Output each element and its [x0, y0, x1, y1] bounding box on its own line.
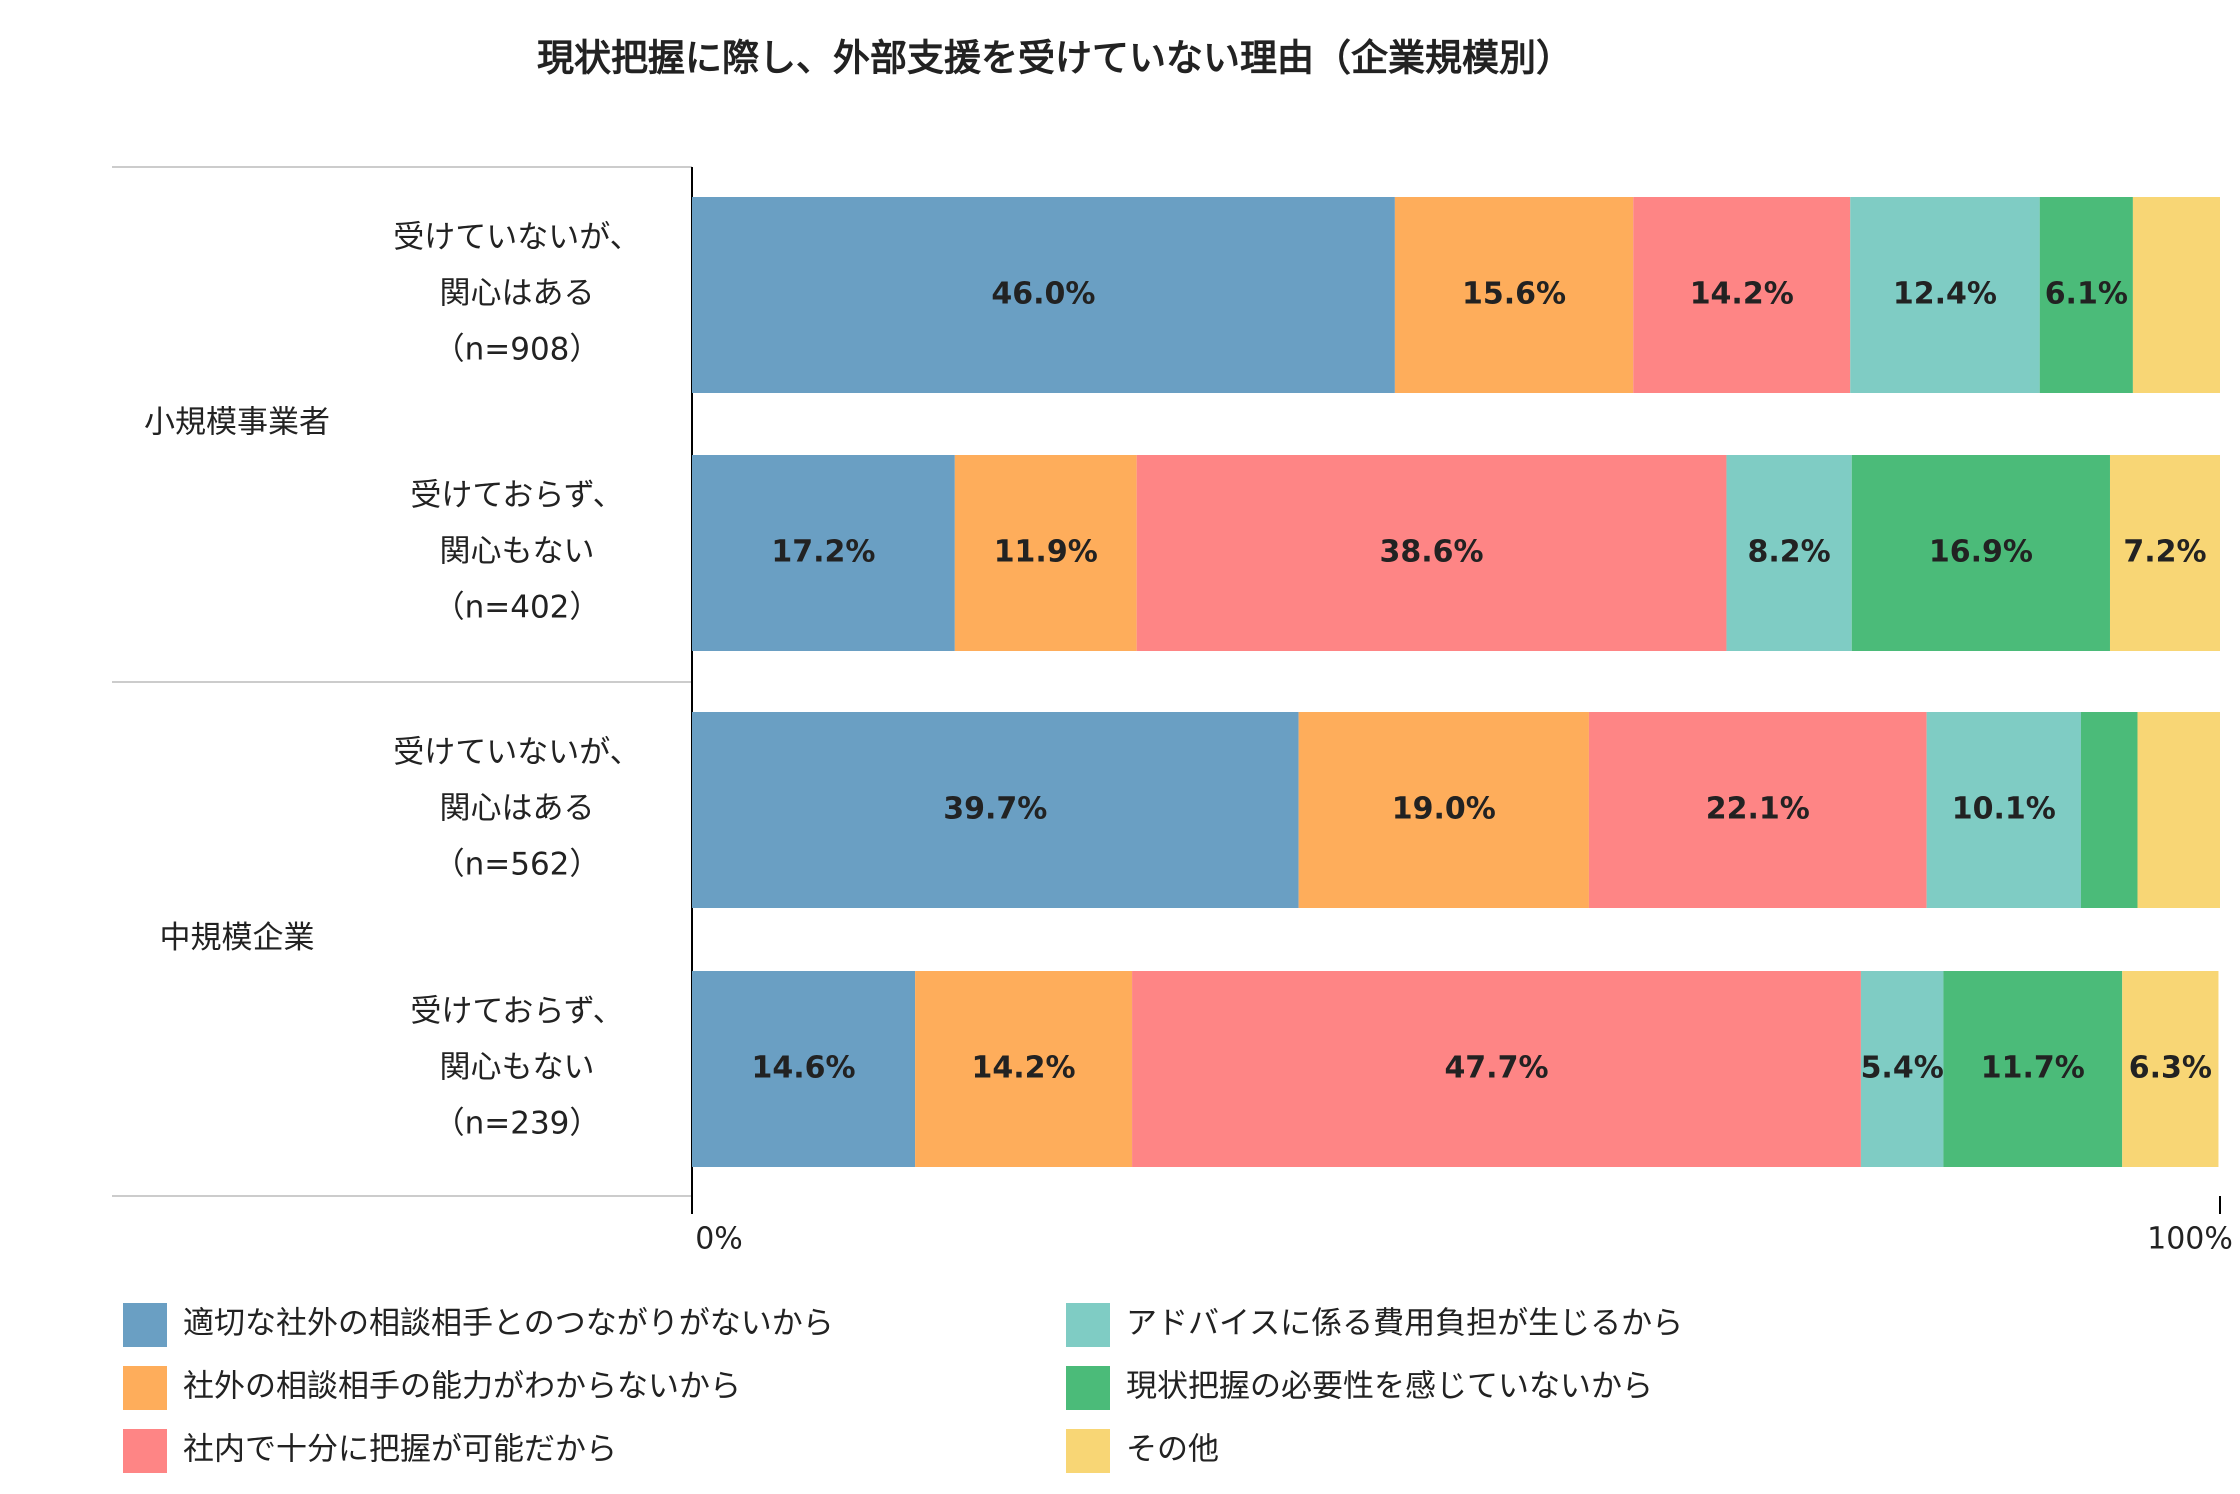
data-label: 14.2% [972, 1051, 1076, 1086]
legend-swatch [1066, 1429, 1110, 1473]
data-label: 10.1% [1952, 792, 2056, 827]
data-label: 47.7% [1444, 1051, 1548, 1086]
legend-swatch [123, 1303, 167, 1347]
data-label: 5.4% [1861, 1051, 1944, 1086]
data-label: 14.2% [1690, 277, 1794, 312]
bar-segment [1394, 197, 1634, 393]
category-label: （n=239） [434, 1106, 601, 1142]
bar-segment [2039, 197, 2133, 393]
legend-swatch [1066, 1303, 1110, 1347]
category-label: （n=402） [434, 590, 601, 626]
bar-segment [1860, 971, 1944, 1167]
data-label: 8.2% [1748, 535, 1831, 570]
x-tick-label: 0% [695, 1222, 743, 1257]
x-tick-label: 100% [2147, 1222, 2233, 1257]
bar-segment [2122, 971, 2219, 1167]
data-label: 6.1% [2045, 277, 2128, 312]
category-label: （n=908） [434, 332, 601, 368]
legend-swatch [123, 1429, 167, 1473]
chart-title: 現状把握に際し、外部支援を受けていない理由（企業規模別） [537, 37, 1573, 80]
bar-segment [1588, 712, 1927, 908]
data-label: 12.4% [1893, 277, 1997, 312]
category-label: （n=562） [434, 847, 601, 883]
bar-segment [2109, 455, 2220, 651]
bar-segment [1132, 971, 1861, 1167]
bar-segment [1850, 197, 2040, 393]
bar-segment [1851, 455, 2110, 651]
bar-segment [1298, 712, 1589, 908]
data-label: 7.2% [2123, 535, 2206, 570]
category-label: 受けておらず、 [410, 994, 623, 1030]
bar-segment [954, 455, 1137, 651]
data-label: 14.6% [752, 1051, 856, 1086]
category-label: 受けておらず、 [410, 478, 623, 514]
data-label: 38.6% [1380, 535, 1484, 570]
data-label: 11.9% [994, 535, 1098, 570]
legend-label: その他 [1126, 1432, 1219, 1468]
bar-segment [692, 971, 916, 1167]
group-label: 中規模企業 [160, 920, 315, 956]
bar-segment [2132, 197, 2220, 393]
data-label: 22.1% [1706, 792, 1810, 827]
data-label: 11.7% [1981, 1051, 2085, 1086]
category-label: 受けていないが、 [393, 220, 640, 256]
bar-segment [2137, 712, 2220, 908]
legend-swatch [1066, 1366, 1110, 1410]
category-label: 関心はある [440, 791, 595, 827]
category-label: 受けていないが、 [393, 735, 640, 771]
bar-segment [692, 455, 955, 651]
data-label: 6.3% [2129, 1051, 2212, 1086]
bar-segment [1136, 455, 1727, 651]
bar-segment [692, 712, 1299, 908]
legend-label: 現状把握の必要性を感じていないから [1126, 1369, 1653, 1405]
data-label: 15.6% [1462, 277, 1566, 312]
legend-swatch [123, 1366, 167, 1410]
category-label: 関心はある [440, 276, 595, 312]
category-label: 関心もない [440, 534, 595, 570]
legend-label: 社内で十分に把握が可能だから [183, 1432, 617, 1468]
legend-label: アドバイスに係る費用負担が生じるから [1126, 1306, 1683, 1342]
data-label: 16.9% [1929, 535, 2033, 570]
data-label: 17.2% [771, 535, 875, 570]
bar-segment [1633, 197, 1851, 393]
legend-label: 適切な社外の相談相手とのつながりがないから [183, 1306, 834, 1342]
bar-segment [1943, 971, 2123, 1167]
data-label: 39.7% [943, 792, 1047, 827]
legend-label: 社外の相談相手の能力がわからないから [183, 1369, 741, 1405]
bar-segment [692, 197, 1395, 393]
data-label: 19.0% [1392, 792, 1496, 827]
bar-segment [1926, 712, 2081, 908]
bar-segment [1726, 455, 1852, 651]
bar-segment [915, 971, 1133, 1167]
bar-segment [2080, 712, 2138, 908]
data-label: 46.0% [991, 277, 1095, 312]
group-label: 小規模事業者 [144, 405, 330, 441]
category-label: 関心もない [440, 1050, 595, 1086]
